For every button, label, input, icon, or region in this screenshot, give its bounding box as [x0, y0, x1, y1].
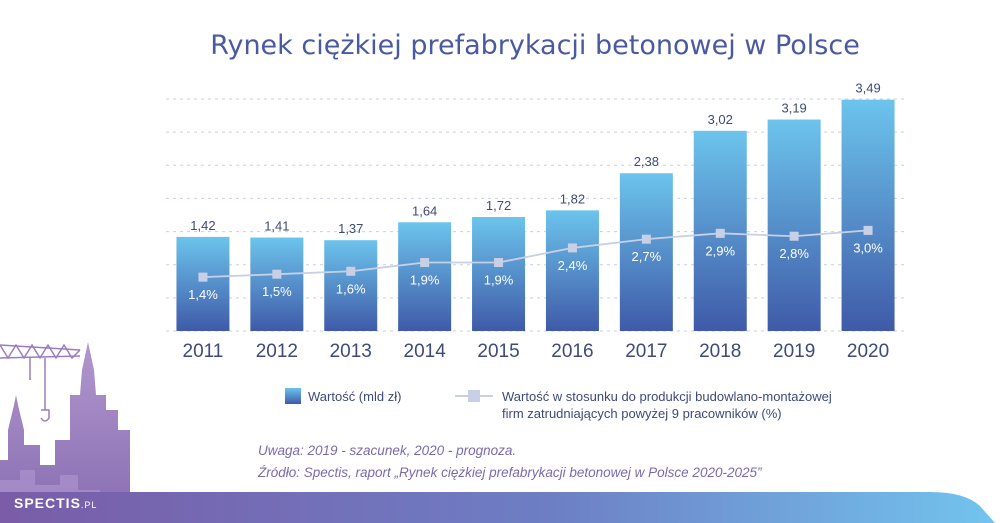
legend-line-label-2: firm zatrudniających powyżej 9 pracownik… — [502, 406, 782, 421]
line-label-2020: 3,0% — [853, 240, 883, 255]
line-label-2015: 1,9% — [484, 273, 514, 288]
line-marker-2015 — [494, 258, 504, 268]
bar-2020 — [841, 99, 895, 331]
x-tick-2012: 2012 — [256, 341, 298, 362]
x-tick-2011: 2011 — [183, 341, 224, 362]
line-marker-2013 — [346, 266, 356, 276]
bar-series — [176, 99, 895, 331]
bar-label-2012: 1,41 — [264, 219, 289, 234]
x-tick-2019: 2019 — [773, 341, 815, 362]
x-tick-2020: 2020 — [847, 341, 889, 362]
chart-title: Rynek ciężkiej prefabrykacji betonowej w… — [210, 30, 860, 61]
bar-label-2014: 1,64 — [412, 203, 437, 218]
bar-2013 — [324, 240, 378, 331]
bar-label-2020: 3,49 — [855, 81, 880, 96]
line-label-2011: 1,4% — [188, 287, 218, 302]
legend: Wartość (mld zł) Wartość w stosunku do p… — [285, 388, 832, 421]
x-tick-2017: 2017 — [625, 341, 667, 362]
bar-2019 — [767, 119, 821, 331]
bar-value-labels: 1,42 1,41 1,37 1,64 1,72 1,82 2,38 3,02 3,19 3,49 — [190, 81, 880, 237]
note-source: Źródło: Spectis, raport „Rynek ciężkiej … — [257, 465, 762, 480]
x-tick-2018: 2018 — [699, 341, 741, 362]
x-tick-2014: 2014 — [404, 341, 447, 362]
line-label-2019: 2,8% — [779, 246, 809, 261]
line-series — [198, 225, 873, 282]
line-label-2016: 2,4% — [558, 258, 588, 273]
line-marker-2019 — [789, 231, 799, 241]
bar-label-2016: 1,82 — [560, 191, 585, 206]
line-marker-2016 — [567, 243, 577, 253]
bar-2011 — [176, 236, 230, 331]
x-tick-2015: 2015 — [477, 341, 519, 362]
line-path — [202, 229, 869, 279]
bar-label-2011: 1,42 — [190, 218, 215, 233]
legend-bar-label: Wartość (mld zł) — [308, 389, 401, 404]
bar-label-2019: 3,19 — [781, 101, 806, 116]
bar-2015 — [472, 216, 526, 331]
line-label-2018: 2,9% — [705, 243, 735, 258]
brand-suffix: .PL — [81, 500, 98, 510]
line-marker-2017 — [641, 234, 651, 244]
x-axis-ticks: 2011 2012 2013 2014 2015 2016 2017 2018 2019 2020 — [183, 341, 890, 362]
footer-band — [0, 492, 995, 523]
bar-label-2018: 3,02 — [708, 112, 733, 127]
line-label-2013: 1,6% — [336, 281, 366, 296]
note-remark: Uwaga: 2019 - szacunek, 2020 - prognoza. — [258, 443, 516, 458]
line-marker-2012 — [272, 269, 282, 279]
line-label-2014: 1,9% — [410, 273, 440, 288]
x-tick-2013: 2013 — [330, 341, 372, 362]
line-marker-2011 — [198, 272, 208, 282]
bar-label-2013: 1,37 — [338, 221, 363, 236]
bar-2012 — [250, 237, 304, 331]
line-marker-2020 — [863, 225, 873, 235]
bar-2016 — [545, 210, 599, 331]
line-label-2017: 2,7% — [632, 249, 662, 264]
legend-bar-swatch — [285, 388, 301, 404]
crane-icon — [0, 343, 81, 422]
bar-label-2017: 2,38 — [634, 154, 659, 169]
brand-logo: SPECTIS.PL — [14, 495, 97, 511]
brand-name: SPECTIS — [14, 495, 81, 511]
legend-line-marker — [468, 390, 480, 402]
x-tick-2016: 2016 — [551, 341, 593, 362]
line-value-labels: 1,4% 1,5% 1,6% 1,9% 1,9% 2,4% 2,7% 2,9% 2,8% 3,0% — [188, 240, 883, 302]
legend-line-label-1: Wartość w stosunku do produkcji budowlan… — [502, 389, 832, 404]
line-marker-2018 — [715, 228, 725, 238]
bar-2014 — [398, 222, 452, 331]
line-label-2012: 1,5% — [262, 284, 292, 299]
line-marker-2014 — [420, 258, 430, 268]
bar-2017 — [619, 173, 673, 331]
bar-label-2015: 1,72 — [486, 198, 511, 213]
